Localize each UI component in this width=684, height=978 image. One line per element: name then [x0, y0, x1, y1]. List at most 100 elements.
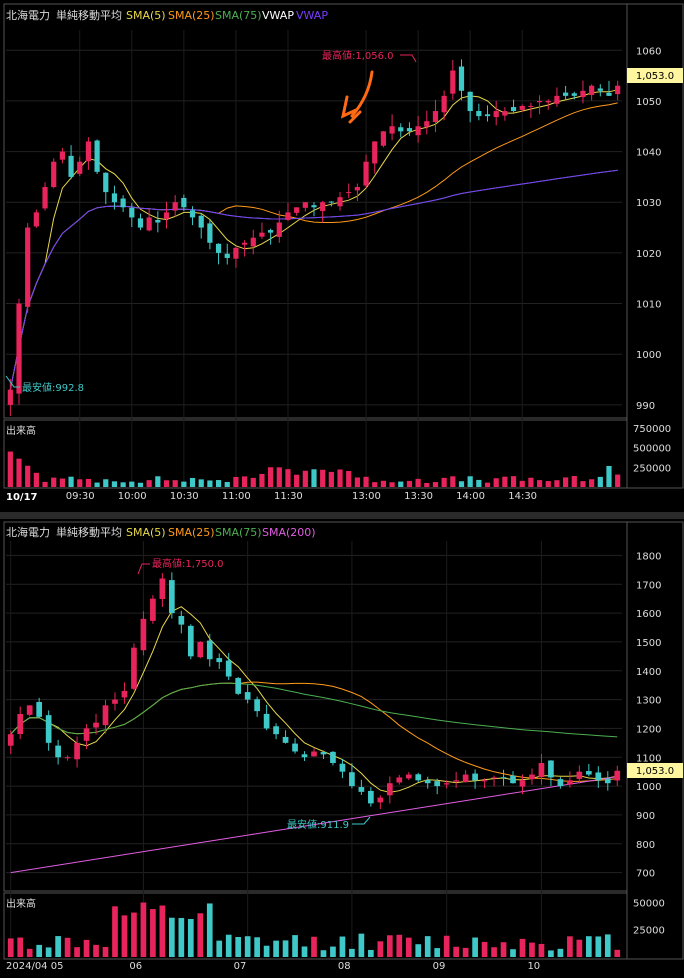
volume-bar: [571, 476, 577, 487]
volume-bar: [548, 950, 554, 957]
candle-body: [368, 790, 374, 804]
candle-body: [380, 131, 387, 146]
candle-body: [337, 197, 343, 207]
volume-bar: [538, 943, 545, 957]
volume-bar: [198, 479, 204, 487]
volume-bar: [294, 474, 300, 487]
volume-bar: [320, 469, 326, 487]
candle-body: [206, 640, 213, 660]
volume-bar: [491, 947, 497, 957]
candle-body: [302, 202, 308, 208]
volume-bar: [282, 940, 289, 957]
y-tick-label: 1010: [636, 300, 661, 311]
candle-body: [339, 763, 346, 772]
candle-body: [311, 205, 317, 208]
y-tick-label: 1500: [636, 638, 661, 649]
candle-body: [169, 580, 175, 614]
candle-body: [320, 752, 327, 755]
candle-body: [181, 197, 187, 208]
volume-bar: [536, 480, 543, 487]
volume-bar: [263, 945, 270, 957]
volume-bar: [121, 915, 128, 957]
daily-y-axis: 1800 1700 1600 1500 1400 1300 1200 1100 1000 900 8…: [636, 551, 661, 879]
volume-bar: [311, 936, 317, 957]
volume-bar: [103, 479, 109, 487]
candle-body: [198, 215, 204, 228]
candle-body: [301, 754, 308, 758]
candle-body: [328, 201, 334, 203]
candle-body: [74, 742, 80, 760]
legend-sma5: SMA(5): [126, 9, 166, 22]
legend-vwap-purple: VWAP: [296, 9, 328, 22]
candle-body: [121, 690, 128, 698]
candle-body: [85, 141, 92, 162]
volume-bar: [472, 937, 478, 957]
candle-body: [172, 202, 178, 211]
x-tick-label: 14:00: [456, 491, 485, 502]
candle-body: [330, 751, 336, 764]
high-annotation: 最高値:1,750.0: [152, 557, 224, 570]
volume-bar: [178, 917, 185, 957]
volume-bar: [614, 949, 621, 957]
x-tick-label: 13:30: [404, 491, 433, 502]
legend-stock-name: 北海電力: [6, 8, 50, 22]
candle-body: [441, 95, 447, 113]
volume-bar: [233, 476, 239, 487]
y-tick-label: 1800: [636, 551, 661, 562]
candle-body: [250, 237, 256, 247]
volume-tick-label: 750000: [633, 424, 671, 435]
volume-bar: [276, 467, 282, 487]
volume-bar: [187, 918, 194, 957]
x-tick-label: 13:00: [352, 491, 381, 502]
volume-bar: [476, 479, 482, 487]
hand-drawn-mark: [340, 70, 374, 124]
y-tick-label: 1030: [636, 198, 661, 209]
volume-bar: [129, 481, 135, 487]
volume-bar: [358, 933, 365, 957]
volume-bar: [93, 944, 99, 957]
x-tick-label: 11:00: [222, 491, 251, 502]
legend-sma5: SMA(5): [126, 526, 166, 539]
volume-bar: [450, 476, 456, 487]
candle-body: [424, 121, 430, 127]
volume-label: 出来高: [6, 897, 36, 910]
candle-body: [59, 151, 65, 160]
volume-bar: [595, 936, 602, 957]
candle-body: [597, 88, 603, 91]
volume-bar: [567, 936, 573, 957]
candle-body: [112, 699, 118, 704]
volume-bar: [576, 939, 583, 957]
volume-bar: [285, 469, 291, 487]
candle-body: [554, 95, 560, 104]
volume-bar: [337, 469, 343, 487]
volume-bar: [259, 473, 265, 487]
candle-body: [51, 161, 57, 188]
candle-body: [528, 105, 534, 107]
candle-body: [140, 618, 147, 651]
low-annotation-pointer: [5, 375, 20, 388]
x-tick-label: 10:00: [118, 491, 147, 502]
volume-bar: [244, 936, 251, 957]
candle-body: [415, 126, 421, 136]
candle-body: [224, 253, 230, 258]
sma75-line: [10, 682, 618, 738]
last-price-tag: [627, 68, 683, 83]
y-tick-label: 700: [636, 869, 655, 880]
y-tick-label: 1040: [636, 148, 661, 159]
x-tick-label: 06: [129, 961, 142, 972]
volume-bar: [163, 480, 170, 487]
price-plot-frame: [3, 3, 628, 419]
volume-bar: [7, 938, 14, 957]
last-price-tag: [627, 763, 683, 778]
high-annotation-pointer: [400, 54, 417, 63]
candle-body: [424, 779, 431, 784]
volume-bar: [273, 940, 279, 957]
volume-bar: [441, 477, 447, 487]
low-annotation: 最安値:911.9: [287, 818, 349, 831]
candle-body: [241, 242, 248, 245]
volume-bar: [493, 478, 499, 487]
candle-body: [563, 92, 569, 96]
volume-bar: [7, 451, 13, 487]
intraday-chart: 1060 1050 1040 1030 1020 1010 1000 990 750000 50…: [3, 3, 684, 503]
candle-body: [377, 797, 384, 803]
